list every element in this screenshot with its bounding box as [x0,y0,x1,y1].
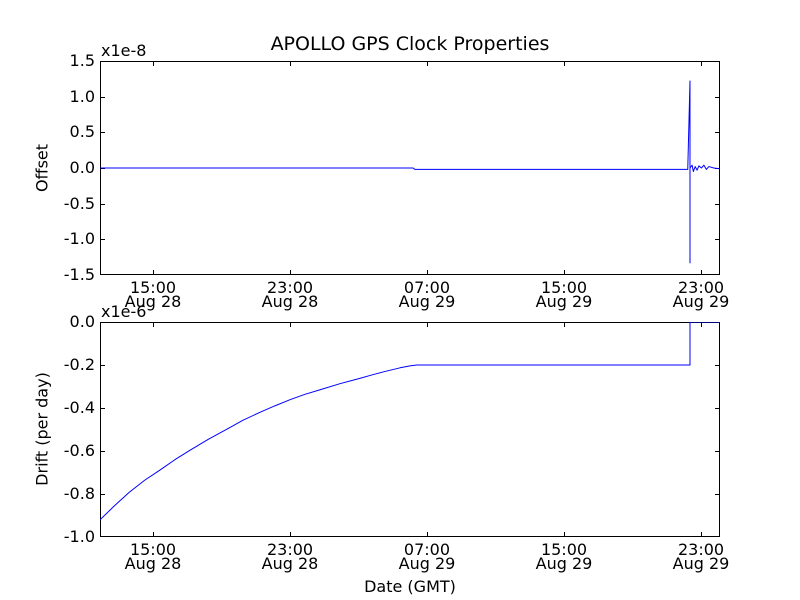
offset-ytick-label: -0.5 [63,193,95,213]
xtick-time: 07:00 [403,540,451,559]
y-scale-label-drift: x1e-6 [101,302,147,321]
drift-xtick-label: 15:00 Aug 29 [519,540,609,573]
xtick-date: Aug 28 [124,292,182,311]
offset-ytick-label: -1.0 [63,229,95,249]
xtick-date: Aug 29 [672,554,730,573]
offset-ytick-label: -1.5 [63,265,95,284]
drift-xtick-label: 07:00 Aug 29 [382,540,472,573]
drift-xtick-label: 23:00 Aug 29 [656,540,746,573]
drift-ytick-label: -0.2 [63,355,95,374]
xtick-time: 23:00 [677,278,725,297]
offset-data-line [100,80,720,264]
xtick-time: 15:00 [540,278,588,297]
drift-ytick-label: 0.0 [69,312,95,331]
drift-axes-frame [100,322,720,537]
drift-ytick-label: -0.8 [63,484,95,503]
drift-canvas [100,322,720,537]
xtick-date: Aug 28 [261,554,319,573]
offset-ytick-label: 0.5 [69,122,95,142]
xtick-time: 07:00 [403,278,451,297]
xtick-time: 23:00 [677,540,725,559]
xtick-time: 15:00 [129,540,177,559]
xtick-time: 15:00 [129,278,177,297]
drift-xtick-label: 23:00 Aug 28 [245,540,335,573]
chart-title: APOLLO GPS Clock Properties [270,33,550,55]
offset-canvas [100,61,720,275]
xtick-date: Aug 28 [124,554,182,573]
offset-xtick-label: 23:00 Aug 29 [656,278,746,311]
drift-tick-marks [101,322,719,537]
xtick-date: Aug 28 [261,292,319,311]
offset-xtick-label: 07:00 Aug 29 [382,278,472,311]
xtick-date: Aug 29 [398,292,456,311]
y-scale-label-offset: x1e-8 [101,41,147,60]
drift-ytick-label: -0.4 [63,398,95,417]
xtick-time: 23:00 [266,540,314,559]
xtick-date: Aug 29 [535,292,593,311]
offset-ytick-label: 0.0 [69,158,95,177]
offset-xtick-label: 23:00 Aug 28 [245,278,335,311]
offset-xtick-label: 15:00 Aug 29 [519,278,609,311]
xtick-date: Aug 29 [398,554,456,573]
offset-ytick-label: 1.0 [69,86,95,106]
drift-ytick-label: -0.6 [63,441,95,460]
offset-xtick-label: 15:00 Aug 28 [108,278,198,311]
x-axis-label: Date (GMT) [364,577,456,596]
xtick-date: Aug 29 [672,292,730,311]
offset-plot-area [100,61,720,275]
y-axis-label-drift: Drift (per day) [32,372,52,486]
drift-ytick-label: -1.0 [63,527,95,546]
xtick-time: 15:00 [540,540,588,559]
drift-data-line [100,322,720,521]
drift-plot-area [100,322,720,537]
drift-xtick-label: 15:00 Aug 28 [108,540,198,573]
xtick-time: 23:00 [266,278,314,297]
xtick-date: Aug 29 [535,554,593,573]
offset-ytick-label: 1.5 [69,51,95,70]
